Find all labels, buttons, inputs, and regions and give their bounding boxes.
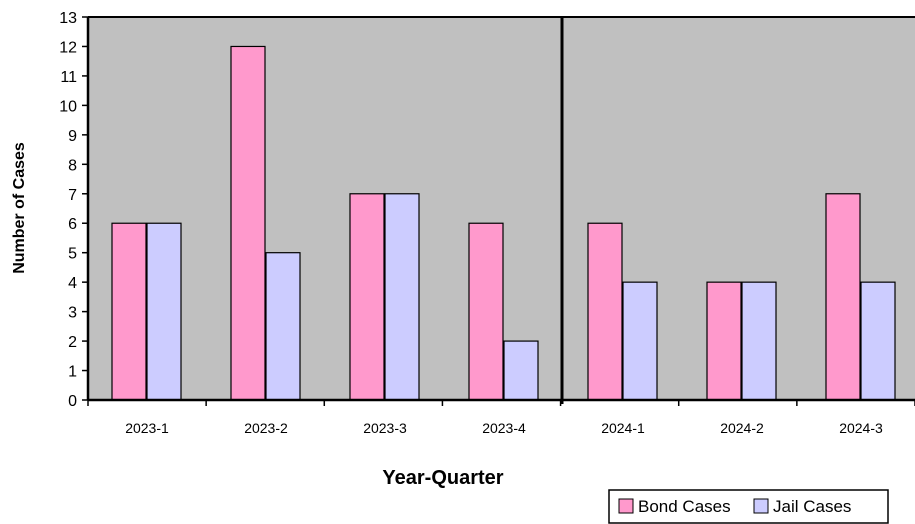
bar-bond-cases (706, 281, 742, 401)
legend-box (608, 489, 889, 524)
bar-jail-cases (146, 222, 182, 401)
bar-jail-cases (384, 193, 420, 401)
bar-bond-cases (349, 193, 385, 401)
x-axis (87, 398, 915, 406)
legend-label-jail: Jail Cases (773, 497, 851, 516)
bar-bond-cases (825, 193, 861, 401)
y-tick-label: 2 (68, 334, 77, 351)
bar-jail-cases (265, 252, 301, 401)
x-tick-label: 2023-4 (482, 420, 526, 436)
x-tick-label: 2023-3 (363, 420, 407, 436)
bar-jail-cases (741, 281, 777, 401)
bar-jail-cases (503, 340, 539, 401)
x-tick-labels: 2023-1 2023-2 2023-3 2023-4 2024-1 2024-2 2024… (125, 420, 883, 436)
x-tick-label: 2024-2 (720, 420, 764, 436)
y-tick-label: 9 (68, 128, 77, 145)
bar-bond-cases (230, 45, 266, 401)
bar-jail-cases (860, 281, 896, 401)
y-tick-label: 3 (68, 305, 77, 322)
y-axis-title: Number of Cases (11, 142, 28, 274)
x-tick-label: 2023-2 (244, 420, 288, 436)
legend: Bond Cases Jail Cases (608, 489, 889, 524)
y-tick-label: 7 (68, 187, 77, 204)
legend-swatch-jail (753, 498, 769, 514)
y-tick-label: 12 (59, 39, 77, 56)
y-tick-label: 5 (68, 246, 77, 263)
bar-jail-cases (622, 281, 658, 401)
x-axis-title: Year-Quarter (382, 467, 503, 489)
x-tick-label: 2024-3 (839, 420, 883, 436)
legend-label-bond: Bond Cases (638, 497, 731, 516)
y-tick-label: 11 (60, 69, 77, 86)
legend-swatch-bond (618, 498, 634, 514)
y-tick-label: 0 (68, 393, 77, 410)
x-tick-label: 2023-1 (125, 420, 169, 436)
y-axis (82, 16, 90, 401)
bars-group (111, 45, 896, 401)
bar-bond-cases (111, 222, 147, 401)
y-tick-label: 10 (59, 98, 77, 115)
bar-bond-cases (587, 222, 623, 401)
y-tick-label: 6 (68, 216, 77, 233)
y-tick-label: 13 (59, 10, 77, 27)
y-tick-label: 4 (68, 275, 77, 292)
bar-bond-cases (468, 222, 504, 401)
x-tick-label: 2024-1 (601, 420, 645, 436)
y-tick-label: 1 (68, 364, 77, 381)
y-tick-label: 8 (68, 157, 77, 174)
